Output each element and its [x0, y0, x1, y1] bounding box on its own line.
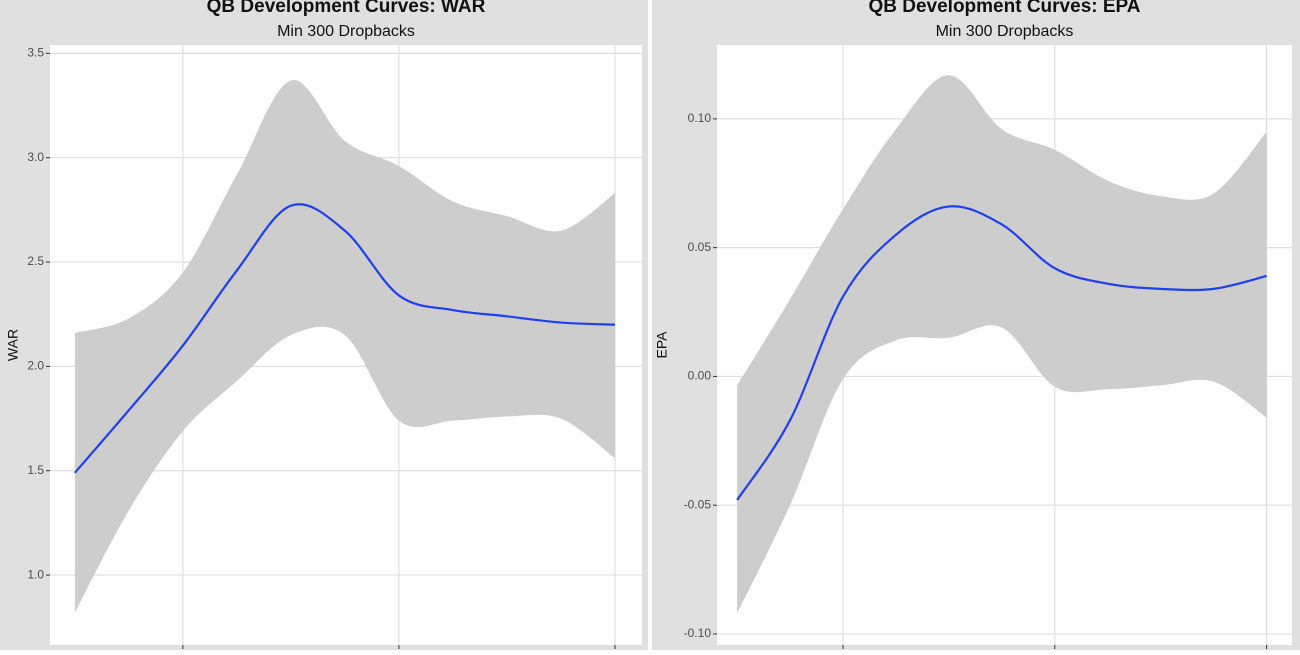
- y-tick-label: -0.05: [684, 497, 712, 511]
- confidence-ribbon: [74, 80, 615, 613]
- trend-line: [736, 205, 1267, 501]
- y-tick-label: 0.05: [688, 240, 712, 254]
- chart-title: QB Development Curves: EPA: [868, 0, 1140, 17]
- y-tick-label: 2.0: [27, 359, 44, 373]
- y-axis-title: WAR: [5, 329, 21, 361]
- y-tick-label: 3.5: [27, 46, 44, 60]
- y-tick-label: 1.0: [27, 567, 44, 581]
- trend-line: [74, 203, 616, 474]
- y-tick-label: 3.0: [27, 150, 44, 164]
- chart-title: QB Development Curves: WAR: [207, 0, 486, 17]
- y-tick-label: -0.10: [684, 626, 712, 640]
- y-tick-label: 1.5: [27, 463, 44, 477]
- y-tick-label: 2.5: [27, 254, 44, 268]
- chart-subtitle: Min 300 Dropbacks: [936, 23, 1074, 40]
- y-tick-label: 0.10: [688, 111, 712, 125]
- chart-subtitle: Min 300 Dropbacks: [277, 23, 415, 40]
- y-tick-label: 0.00: [688, 369, 712, 383]
- y-axis-title: EPA: [654, 331, 670, 359]
- confidence-ribbon: [737, 75, 1267, 614]
